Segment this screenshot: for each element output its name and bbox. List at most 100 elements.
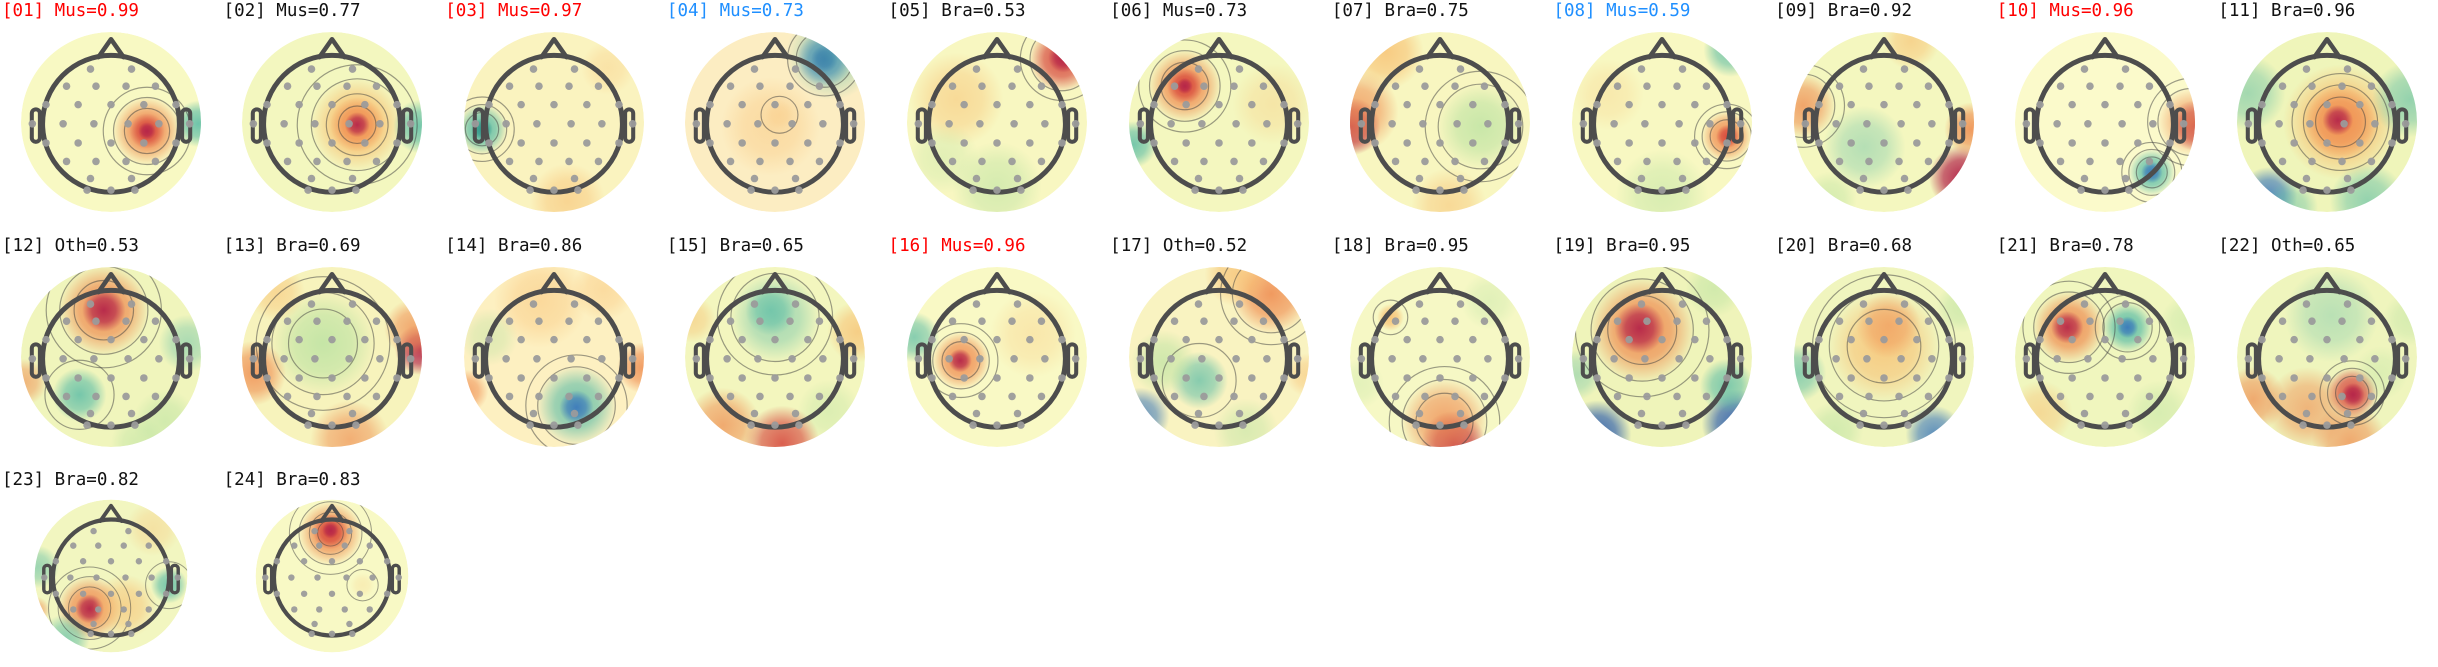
nose-outline: [2312, 36, 2342, 60]
topomap: [463, 266, 644, 447]
component-title: [05] Bra=0.53: [888, 1, 1026, 21]
electrode-dots: [914, 299, 1080, 429]
scalp-field: [255, 499, 409, 653]
topomap: [1128, 266, 1309, 447]
electrode-dots: [692, 65, 858, 194]
topomap-cell: [21] Bra=0.78: [1995, 235, 2216, 456]
topomap-cell: [03] Mus=0.97: [443, 0, 664, 221]
nose-outline: [1868, 271, 1899, 294]
nose-outline: [982, 36, 1012, 60]
topomap: [1571, 32, 1752, 212]
scalp-blobs: [2236, 55, 2417, 212]
topomap: [2015, 32, 2196, 212]
topomap: [34, 499, 187, 653]
topomap-cell: [02] Mus=0.77: [222, 0, 443, 221]
component-title: [24] Bra=0.83: [223, 470, 361, 490]
topomap-cell: [07] Bra=0.75: [1330, 0, 1551, 221]
component-title: [03] Mus=0.97: [445, 1, 583, 21]
component-title: [22] Oth=0.65: [2218, 235, 2356, 256]
component-title: [10] Mus=0.96: [1996, 1, 2134, 21]
topomap-cell: [17] Oth=0.52: [1108, 235, 1329, 456]
topomap-cell: [23] Bra=0.82: [0, 469, 221, 660]
topomap-cell: [10] Mus=0.96: [1995, 0, 2216, 221]
component-title: [23] Bra=0.82: [2, 470, 139, 490]
topomap-cell: [05] Bra=0.53: [887, 0, 1108, 221]
electrode-dots: [1136, 65, 1302, 194]
scalp-blobs: [463, 266, 644, 445]
nose-outline: [1203, 271, 1234, 294]
topomap-cell: [01] Mus=0.99: [0, 0, 221, 221]
electrode-dots: [692, 299, 858, 429]
topomap: [242, 266, 423, 447]
component-title: [17] Oth=0.52: [1110, 235, 1248, 256]
nose-outline: [317, 36, 347, 60]
component-title: [19] Bra=0.95: [1553, 235, 1691, 256]
electrode-dots: [249, 65, 415, 194]
electrode-dots: [1136, 299, 1302, 429]
topomap: [463, 32, 644, 212]
nose-outline: [95, 36, 126, 60]
contour-lines: [296, 64, 418, 186]
topomap: [2015, 266, 2196, 447]
component-title: [06] Mus=0.73: [1110, 1, 1248, 21]
nose-outline: [760, 36, 791, 60]
electrode-dots: [249, 299, 415, 429]
nose-outline: [538, 36, 569, 60]
topomap: [255, 499, 409, 653]
topomap-cell: [16] Mus=0.96: [887, 235, 1108, 456]
topomap: [2236, 32, 2417, 212]
topomap: [907, 266, 1088, 447]
electrode-dots: [471, 299, 637, 429]
electrode-dots: [2244, 65, 2410, 194]
nose-outline: [1868, 36, 1899, 60]
electrode-dots: [2022, 65, 2188, 194]
nose-outline: [97, 503, 124, 523]
scalp-blobs: [242, 266, 423, 447]
nose-outline: [1647, 36, 1677, 60]
component-title: [15] Bra=0.65: [666, 235, 804, 256]
nose-outline: [982, 271, 1012, 294]
component-title: [09] Bra=0.92: [1775, 1, 1913, 21]
component-title: [02] Mus=0.77: [223, 1, 361, 21]
component-title: [04] Mus=0.73: [666, 1, 804, 21]
component-title: [11] Bra=0.96: [2218, 1, 2356, 21]
nose-outline: [2312, 271, 2342, 294]
electrode-dots: [1801, 65, 1967, 194]
topomap-cell: [12] Oth=0.53: [0, 235, 221, 456]
topomap-cell: [11] Bra=0.96: [2216, 0, 2437, 221]
component-title: [18] Bra=0.95: [1331, 235, 1469, 256]
topomap-cell: [15] Bra=0.65: [665, 235, 886, 456]
component-title: [16] Mus=0.96: [888, 235, 1026, 256]
electrode-dots: [2244, 299, 2410, 429]
topomap-cell: [13] Bra=0.69: [222, 235, 443, 456]
electrode-dots: [1579, 299, 1745, 429]
nose-outline: [95, 271, 126, 294]
nose-outline: [319, 503, 345, 523]
topomap-cell: [18] Bra=0.95: [1330, 235, 1551, 456]
topomap-cell: [19] Bra=0.95: [1551, 235, 1772, 456]
electrode-dots: [28, 65, 193, 194]
electrode-dots: [1357, 299, 1523, 429]
nose-outline: [760, 271, 791, 294]
topomap: [685, 266, 866, 447]
electrode-dots: [262, 527, 403, 638]
topomap: [242, 32, 423, 212]
topomap-cell: [06] Mus=0.73: [1108, 0, 1329, 221]
component-title: [14] Bra=0.86: [445, 235, 583, 256]
electrode-dots: [40, 527, 181, 638]
component-title: [20] Bra=0.68: [1775, 235, 1913, 256]
topomap-cell: [08] Mus=0.59: [1551, 0, 1772, 221]
topomap: [20, 32, 201, 212]
topomap-cell: [24] Bra=0.83: [222, 469, 443, 660]
topomap: [1128, 32, 1309, 212]
topomap-cell: [22] Oth=0.65: [2216, 235, 2437, 456]
topomap-cell: [09] Bra=0.92: [1773, 0, 1994, 221]
nose-outline: [2090, 36, 2121, 60]
component-title: [07] Bra=0.75: [1331, 1, 1469, 21]
component-title: [13] Bra=0.69: [223, 235, 361, 256]
nose-outline: [538, 271, 569, 294]
nose-outline: [1203, 36, 1234, 60]
nose-outline: [2090, 271, 2121, 294]
electrode-dots: [1801, 299, 1967, 429]
component-title: [08] Mus=0.59: [1553, 1, 1691, 21]
